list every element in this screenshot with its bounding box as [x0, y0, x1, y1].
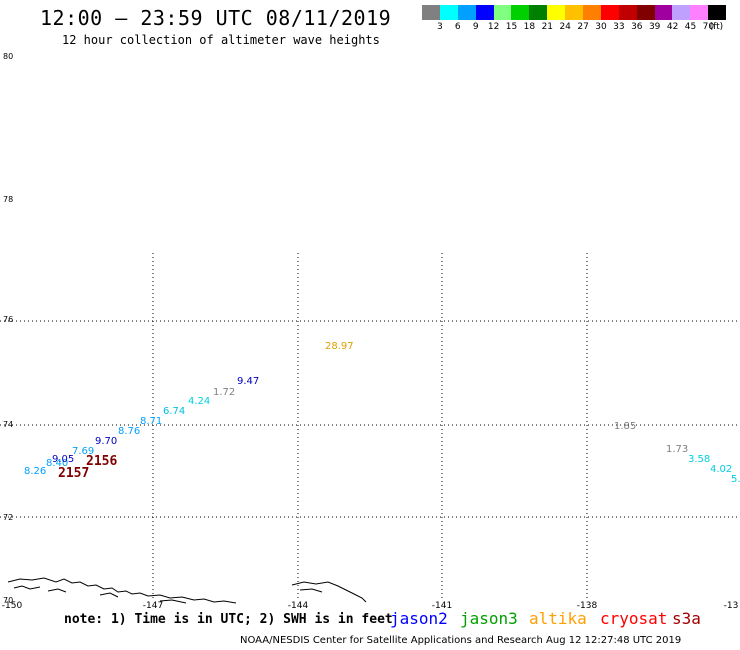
- lon-label-150: -150: [1, 601, 23, 611]
- legend-label: 45: [684, 22, 697, 32]
- lon-label-144: -144: [287, 601, 309, 611]
- legend-label: 39: [648, 22, 661, 32]
- legend-label: 27: [577, 22, 589, 32]
- legend-swatch: [439, 5, 458, 20]
- legend-swatch: [636, 5, 655, 20]
- legend-swatch: [583, 5, 601, 20]
- wave-height-reading: 8.40: [46, 458, 69, 469]
- legend-swatch: [708, 5, 727, 20]
- wave-height-reading: 1.72: [213, 387, 236, 398]
- legend-swatch: [672, 5, 691, 20]
- wave-height-reading: 3.58: [688, 454, 711, 465]
- legend-swatch: [493, 5, 512, 20]
- wave-height-reading: 9.70: [95, 436, 118, 447]
- legend-label: 36: [631, 22, 643, 32]
- legend-swatch: [690, 5, 709, 20]
- lon-label-141: -141: [431, 601, 453, 611]
- wave-height-reading: 9.47: [237, 376, 260, 387]
- color-legend-labels: 3 6 9 12 15 18 21 24 27 30 33 36 39 42 45 70 (ft): [422, 22, 740, 34]
- legend-swatch: [600, 5, 619, 20]
- satellite-s3a: s3a: [672, 609, 701, 628]
- wave-height-reading: 6.74: [163, 406, 186, 417]
- lat-label-80: 80: [3, 52, 14, 61]
- footer-credit: NOAA/NESDIS Center for Satellite Applica…: [240, 635, 682, 646]
- legend-swatch: [565, 5, 584, 20]
- legend-label: (ft): [709, 22, 724, 32]
- observation-time-label: 2157: [58, 466, 90, 481]
- lon-label-135: -13: [723, 601, 739, 611]
- legend-swatch: [547, 5, 566, 20]
- coastline: [7, 577, 367, 604]
- legend-label: 70: [702, 22, 715, 32]
- wave-height-reading: 4.02: [710, 464, 733, 475]
- units-note: note: 1) Time is in UTC; 2) SWH is in fe…: [64, 612, 393, 627]
- wave-height-reading: 1.85: [614, 421, 637, 432]
- legend-label: 9: [472, 22, 479, 32]
- legend-label: 30: [595, 22, 607, 32]
- legend-label: 6: [454, 22, 461, 32]
- legend-label: 33: [613, 22, 625, 32]
- wave-height-reading: 5.: [731, 474, 740, 485]
- legend-label: 12: [487, 22, 500, 32]
- satellite-jason3: jason3: [460, 609, 518, 628]
- legend-swatch: [475, 5, 494, 20]
- satellite-altika: altika: [529, 609, 587, 628]
- lat-label-78: 78: [3, 195, 14, 204]
- legend-swatch: [422, 5, 440, 20]
- wave-height-reading: 9.05: [52, 454, 75, 465]
- lon-label-147: -147: [142, 601, 164, 611]
- lon-label-138: -138: [576, 601, 598, 611]
- wave-height-reading: 7.69: [72, 446, 95, 457]
- wave-height-reading: 8.76: [118, 426, 141, 437]
- legend-label: 15: [505, 22, 518, 32]
- legend-label: 21: [541, 22, 554, 32]
- legend-label: 42: [666, 22, 679, 32]
- satellite-cryosat: cryosat: [600, 609, 668, 628]
- legend-label: 3: [437, 22, 443, 32]
- legend-swatch: [529, 5, 548, 20]
- observation-time-label: 2156: [86, 454, 118, 469]
- legend-label: 18: [523, 22, 536, 32]
- wave-height-reading: 4.24: [188, 396, 211, 407]
- wave-height-reading: 8.26: [24, 466, 47, 477]
- wave-height-reading: 1.73: [666, 444, 689, 455]
- lat-label-70: 70: [3, 596, 14, 605]
- map-title: 12:00 — 23:59 UTC 08/11/2019: [40, 6, 392, 30]
- lat-label-76: 76: [3, 315, 14, 324]
- wave-height-reading: 28.97: [325, 341, 354, 352]
- wave-height-reading: 8.71: [140, 416, 163, 427]
- legend-label: 24: [559, 22, 571, 32]
- legend-swatch: [457, 5, 476, 20]
- legend-swatch: [654, 5, 673, 20]
- legend-swatch: [511, 5, 530, 20]
- color-legend: [422, 5, 727, 20]
- legend-swatch: [618, 5, 637, 20]
- satellite-jason2: jason2: [390, 609, 448, 628]
- map-subtitle: 12 hour collection of altimeter wave hei…: [62, 33, 380, 47]
